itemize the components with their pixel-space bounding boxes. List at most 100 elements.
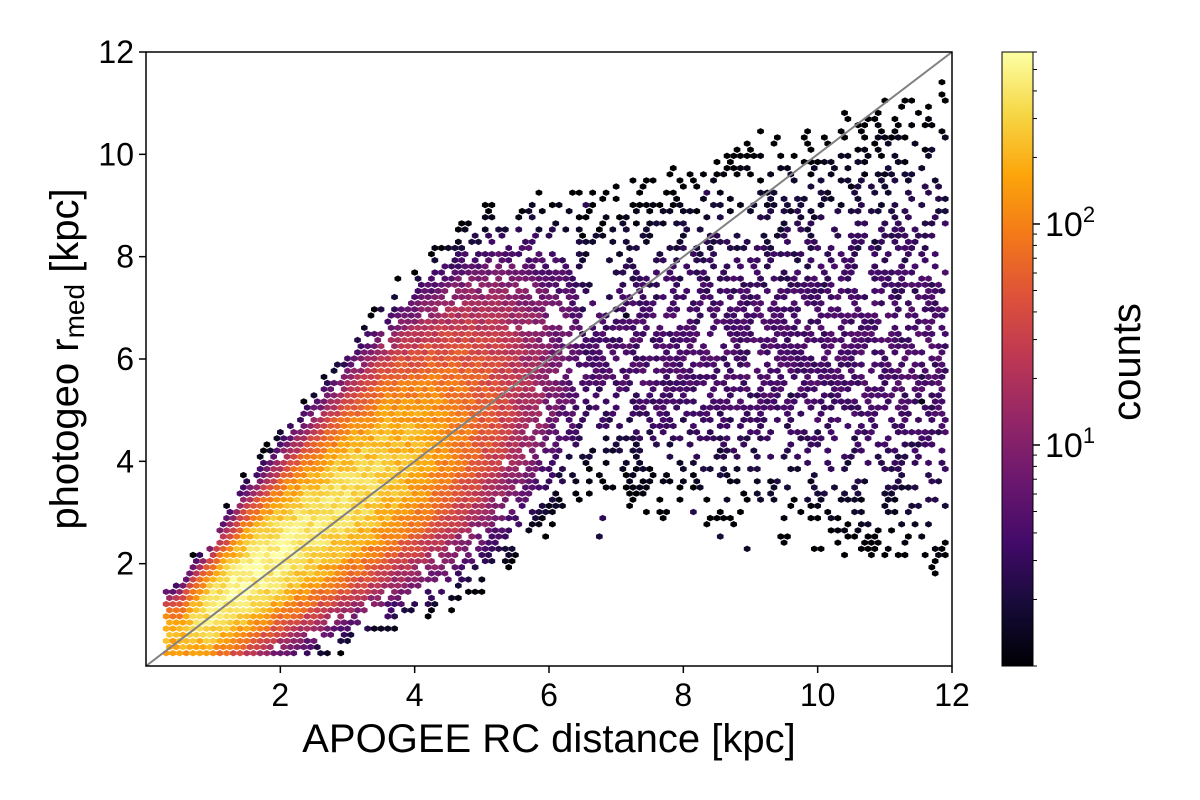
hexbin-cell [666, 478, 674, 485]
hexbin-cell [183, 576, 190, 583]
hexbin-cell [680, 244, 687, 252]
hexbin-cell [300, 435, 308, 442]
hexbin-cell [764, 201, 771, 209]
hexbin-cell [602, 459, 610, 467]
hexbin-cell [236, 613, 244, 620]
hexbin-cell [340, 607, 348, 614]
hexbin-cell [559, 257, 566, 264]
hexbin-cell [418, 379, 425, 387]
hexbin-cell [905, 508, 912, 516]
hexbin-cell [884, 275, 892, 282]
hexbin-cell [451, 551, 459, 559]
hexbin-cell [317, 428, 324, 436]
hexbin-cell [431, 428, 439, 436]
hexbin-cell [488, 533, 496, 540]
hexbin-cell [253, 594, 261, 602]
hexbin-cell [535, 373, 543, 381]
hexbin-cell [475, 459, 482, 467]
hexbin-cell [794, 343, 801, 350]
hexbin-cell [293, 631, 301, 638]
hexbin-cell [753, 453, 761, 460]
hexbin-cell [656, 324, 664, 331]
hexbin-cell [475, 533, 482, 540]
hexbin-cell [434, 570, 442, 577]
hexbin-cell [404, 539, 412, 546]
hexbin-cell [874, 404, 882, 411]
hexbin-cell [330, 625, 338, 632]
hexbin-cell [861, 220, 868, 227]
hexbin-cell [851, 349, 858, 356]
hexbin-cell [495, 410, 502, 417]
hexbin-cell [310, 539, 318, 546]
hexbin-cell [874, 441, 882, 448]
hexbin-cell [767, 195, 774, 203]
hexbin-cell [283, 514, 291, 522]
hexbin-cell [488, 201, 496, 209]
hexbin-cell [424, 576, 432, 583]
hexbin-cell [941, 367, 949, 374]
hexbin-cell [414, 533, 422, 540]
hexbin-cell [287, 594, 294, 602]
hexbin-cell [256, 588, 264, 595]
hexbin-cell [478, 379, 486, 387]
hexbin-cell [347, 373, 355, 381]
hexbin-cell [535, 508, 543, 516]
hexbin-cell [743, 164, 751, 172]
hexbin-cell [522, 459, 529, 467]
hexbin-cell [478, 588, 486, 595]
hexbin-cell [706, 257, 714, 264]
hexbin-cell [481, 349, 489, 356]
hexbin-cell [935, 392, 942, 399]
hexbin-cell [481, 214, 489, 221]
hexbin-cell [404, 379, 412, 387]
hexbin-cell [481, 422, 489, 430]
hexbin-cell [844, 521, 852, 528]
hexbin-cell [690, 422, 697, 430]
hexbin-cell [770, 398, 778, 405]
hexbin-cell [297, 465, 304, 473]
hexbin-cell [354, 447, 361, 454]
hexbin-cell [878, 152, 885, 160]
hexbin-cell [465, 404, 472, 411]
hexbin-cell [827, 244, 835, 252]
hexbin-cell [357, 527, 365, 534]
hexbin-cell [794, 330, 801, 338]
hexbin-cell [468, 373, 476, 381]
hexbin-cell [817, 201, 825, 209]
hexbin-cell [384, 392, 392, 399]
hexbin-cell [827, 158, 835, 166]
hexbin-cell [787, 367, 795, 374]
hexbin-cell [747, 171, 754, 178]
hexbin-cell [421, 386, 429, 393]
hexbin-cell [938, 361, 946, 368]
hexbin-cell [831, 263, 838, 270]
hexbin-cell [270, 527, 277, 534]
hexbin-cell [354, 386, 361, 393]
hexbin-cell [330, 367, 338, 374]
hexbin-cell [441, 312, 449, 319]
hexbin-cell [186, 619, 193, 626]
hexbin-cell [334, 435, 341, 442]
hexbin-cell [555, 287, 563, 295]
hexbin-cell [696, 435, 704, 442]
hexbin-cell [347, 557, 355, 565]
hexbin-cell [901, 441, 909, 448]
hexbin-cell [428, 373, 435, 381]
hexbin-cell [884, 312, 892, 319]
hexbin-cell [633, 281, 640, 288]
hexbin-cell [334, 594, 341, 602]
hexbin-cell [538, 514, 546, 522]
hexbin-cell [293, 471, 301, 479]
hexbin-cell [592, 379, 600, 387]
hexbin-cell [495, 250, 502, 258]
hexbin-cell [455, 533, 462, 540]
hexbin-cell [774, 367, 781, 374]
hexbin-cell [434, 471, 442, 479]
hexbin-cell [522, 263, 529, 270]
hexbin-cell [653, 404, 660, 411]
hexbin-cell [743, 361, 751, 368]
hexbin-cell [448, 336, 455, 344]
hexbin-cell [481, 557, 489, 565]
hexbin-cell [414, 508, 422, 516]
hexbin-cell [397, 392, 405, 399]
